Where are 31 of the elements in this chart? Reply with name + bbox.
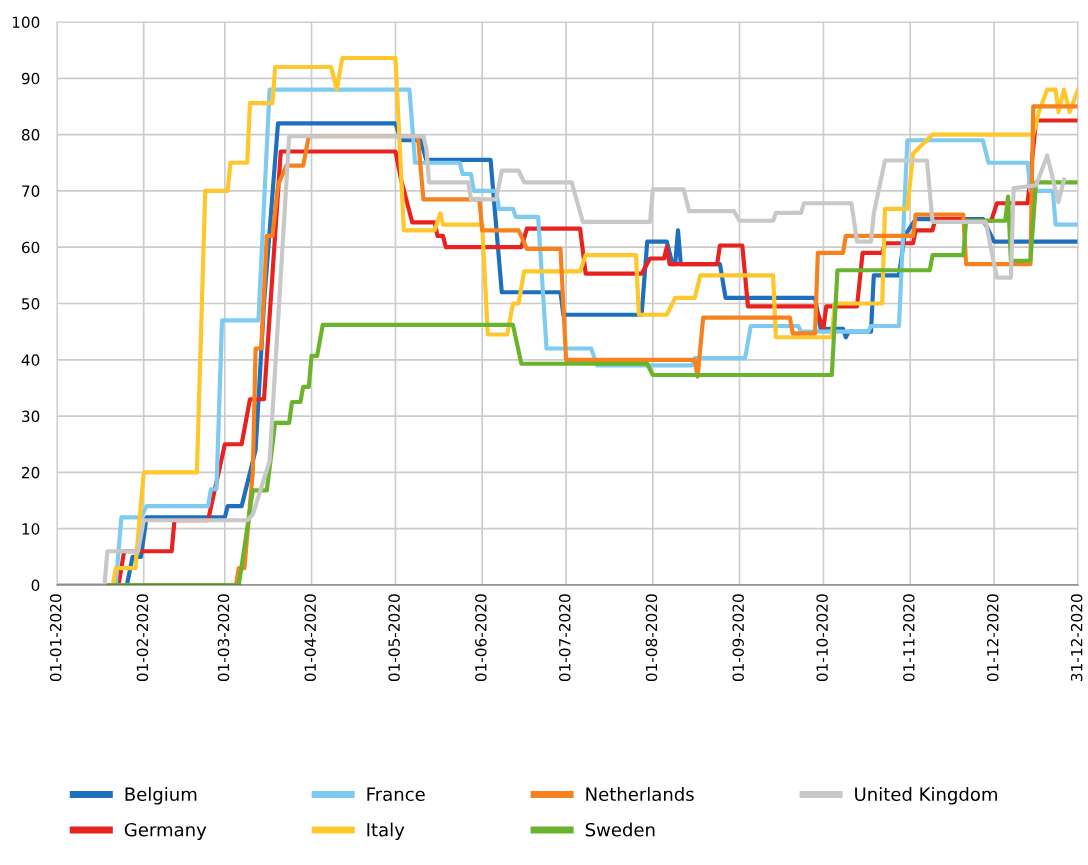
x-tick-label: 01-10-2020 <box>816 594 828 682</box>
y-tick-label: 50 <box>22 297 40 310</box>
x-tick-label: 01-11-2020 <box>903 594 915 682</box>
x-tick-label: 01-05-2020 <box>388 594 400 682</box>
legend-label: United Kingdom <box>855 787 997 805</box>
legend-label: France <box>367 787 425 802</box>
legend-label: Netherlands <box>586 787 694 802</box>
x-tick-label: 01-01-2020 <box>49 594 62 682</box>
x-tick-label: 01-03-2020 <box>217 594 230 682</box>
x-tick-label: 01-04-2020 <box>304 594 316 682</box>
y-tick-label: 10 <box>22 523 40 535</box>
legend-label: Italy <box>367 822 405 841</box>
x-tick-label: 01-08-2020 <box>645 594 658 682</box>
x-tick-label: 01-12-2020 <box>986 594 999 682</box>
legend-label: Sweden <box>585 822 655 837</box>
x-tick-label: 01-07-2020 <box>558 594 571 682</box>
x-tick-label: 01-09-2020 <box>732 594 744 682</box>
y-tick-label: 60 <box>21 241 40 254</box>
y-tick-label: 40 <box>21 354 40 366</box>
y-tick-label: 0 <box>31 579 40 592</box>
y-tick-label: 20 <box>22 466 40 479</box>
x-tick-label: 01-02-2020 <box>136 594 149 682</box>
y-tick-label: 80 <box>21 129 40 141</box>
x-tick-label: 01-06-2020 <box>475 594 487 682</box>
legend-label: Germany <box>124 822 207 841</box>
y-tick-label: 30 <box>22 410 40 423</box>
y-tick-label: 70 <box>22 185 40 197</box>
x-tick-label: 31-12-2020 <box>1070 594 1083 681</box>
y-tick-label: 100 <box>12 16 40 29</box>
y-tick-label: 90 <box>21 72 40 85</box>
legend-label: Belgium <box>125 787 197 805</box>
